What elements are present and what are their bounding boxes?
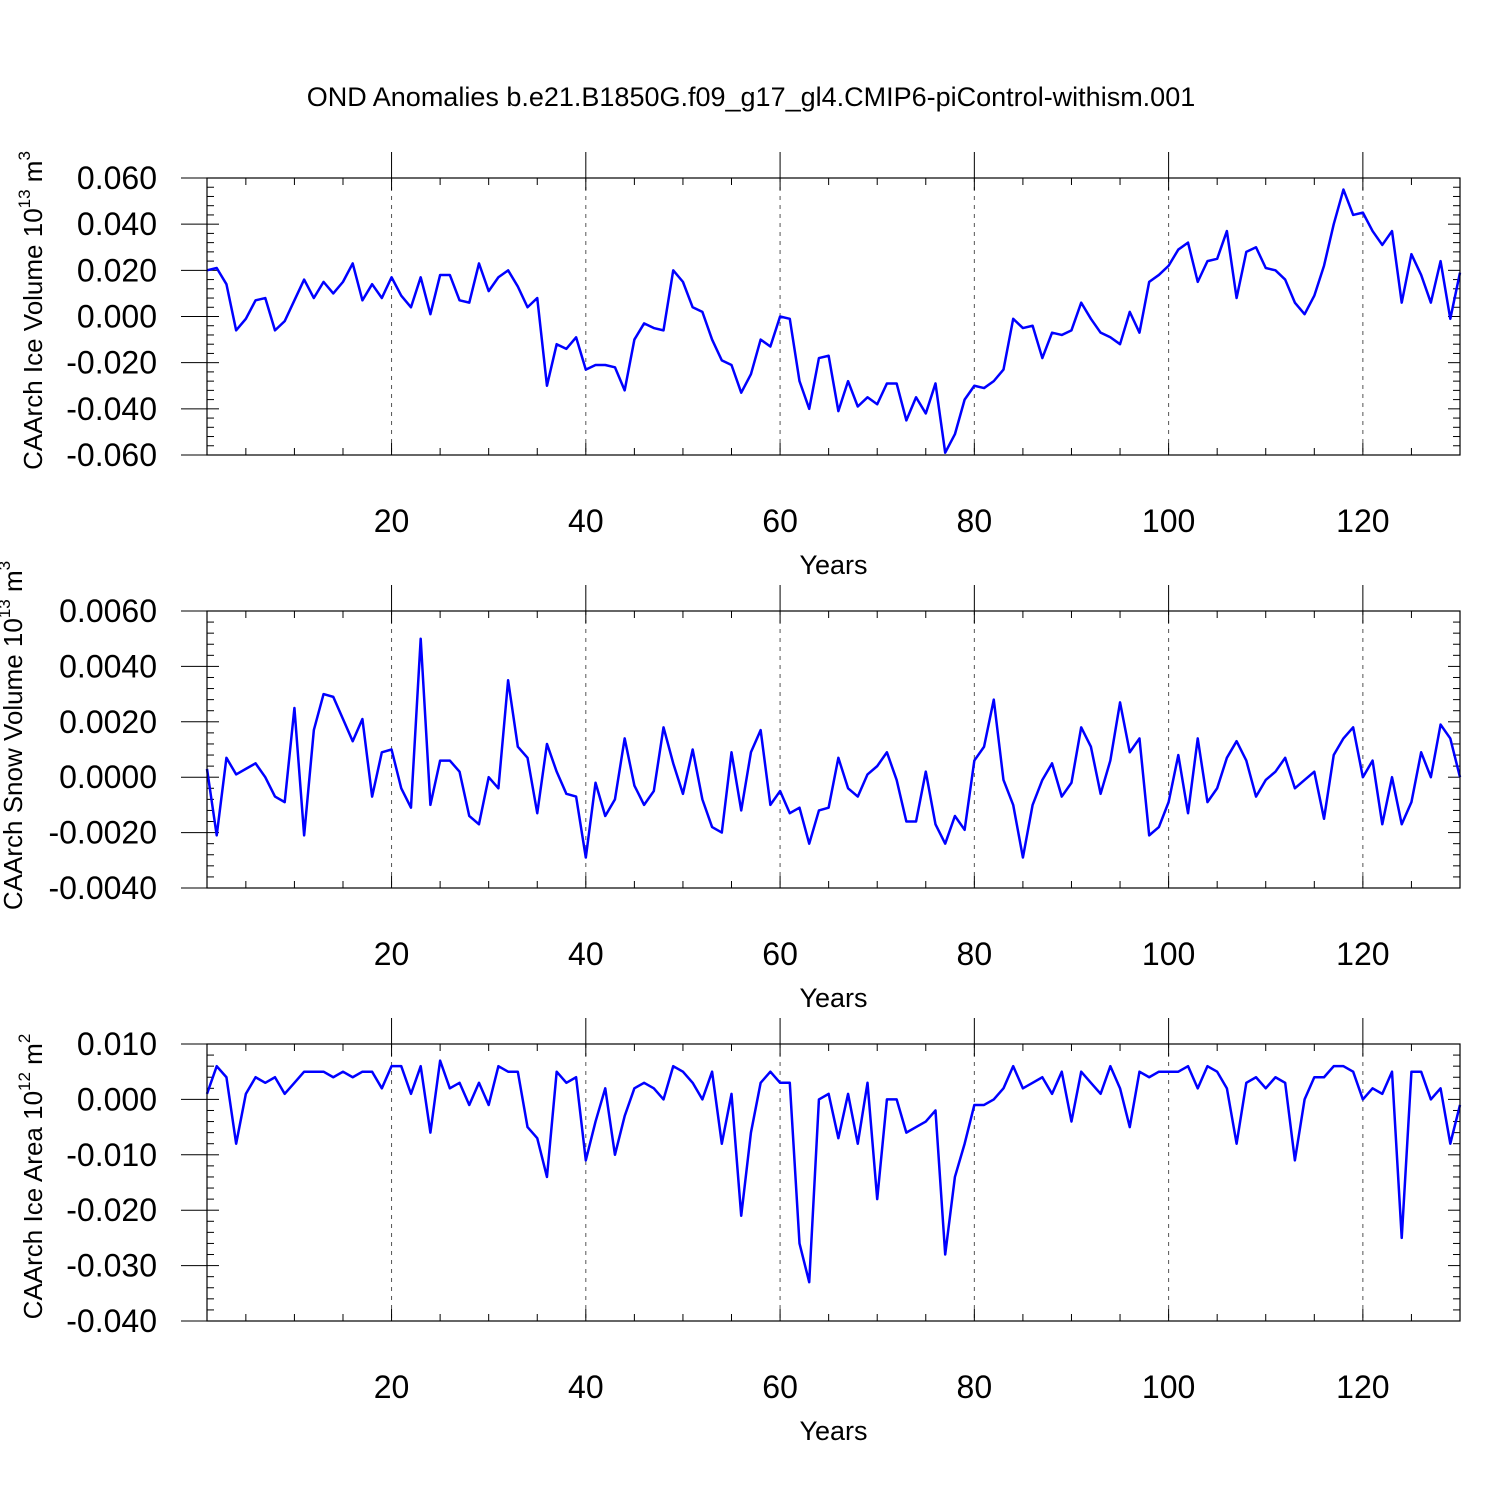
panel-2: -0.0040 -0.0020 0.0000 0.0020 0.0040 0.0060 20… (0, 561, 1462, 1013)
x-tick-label: 60 (762, 503, 798, 539)
x-tick-label: 100 (1142, 503, 1195, 539)
y-axis-label-exponent: 13 (0, 599, 14, 618)
x-axis-label: Years (799, 983, 867, 1013)
y-axis-label-unit-exponent: 3 (15, 151, 34, 160)
y-axis-label-text: CAArch Snow Volume 10 (0, 618, 28, 910)
y-tick-label: 0.0040 (59, 648, 157, 684)
y-tick-label: -0.030 (66, 1248, 157, 1284)
series-line (205, 637, 1462, 859)
x-axis-label: Years (799, 550, 867, 580)
y-tick-label: 0.0060 (59, 593, 157, 629)
y-tick-label: 0.040 (77, 206, 157, 242)
y-axis-label: CAArch Ice Area 1012 m2 (15, 1034, 48, 1320)
x-axis-label: Years (799, 1416, 867, 1446)
y-axis-label-unit-exponent: 2 (15, 1034, 34, 1043)
y-tick-label: -0.060 (66, 437, 157, 473)
x-tick-label: 80 (957, 503, 993, 539)
y-tick-label: -0.0040 (48, 870, 157, 906)
y-tick-label: -0.040 (66, 391, 157, 427)
y-tick-label: -0.040 (66, 1303, 157, 1339)
x-tick-label: 40 (568, 1369, 604, 1405)
y-axis-label-unit: m (0, 570, 28, 599)
x-tick-label: 80 (957, 1369, 993, 1405)
x-tick-label: 60 (762, 936, 798, 972)
x-tick-label: 20 (374, 503, 410, 539)
x-tick-label: 40 (568, 936, 604, 972)
y-tick-label: 0.0000 (59, 759, 157, 795)
x-tick-label: 40 (568, 503, 604, 539)
y-tick-label: -0.020 (66, 345, 157, 381)
y-axis-label-text: CAArch Ice Volume 10 (18, 208, 48, 470)
y-axis-label: CAArch Ice Volume 1013 m3 (15, 151, 48, 470)
y-tick-label: -0.010 (66, 1137, 157, 1173)
y-axis-label-exponent: 13 (15, 189, 34, 208)
y-axis-label-unit-exponent: 3 (0, 561, 14, 570)
y-tick-label: 0.060 (77, 160, 157, 196)
y-tick-label: 0.000 (77, 1081, 157, 1117)
x-tick-label: 20 (374, 1369, 410, 1405)
panel-1: -0.060 -0.040 -0.020 0.000 0.020 0.040 0.060 20… (15, 151, 1462, 580)
panel-3: -0.040 -0.030 -0.020 -0.010 0.000 0.010 20 40 60… (15, 1018, 1462, 1446)
figure-title: OND Anomalies b.e21.B1850G.f09_g17_gl4.C… (307, 82, 1195, 112)
x-tick-label: 120 (1336, 1369, 1389, 1405)
plot-frame (206, 177, 1461, 456)
y-axis-label: CAArch Snow Volume 1013 m3 (0, 561, 28, 910)
x-tick-label: 120 (1336, 503, 1389, 539)
y-tick-label: -0.0020 (48, 815, 157, 851)
y-tick-label: 0.010 (77, 1026, 157, 1062)
series-line (205, 1059, 1462, 1284)
x-tick-label: 60 (762, 1369, 798, 1405)
x-tick-label: 100 (1142, 936, 1195, 972)
plot-frame (206, 610, 1461, 889)
y-axis-label-unit: m (18, 1043, 48, 1072)
panels: -0.060-0.040-0.0200.0000.0200.0400.06020… (0, 151, 1462, 1446)
y-axis-label-exponent: 12 (15, 1072, 34, 1091)
x-tick-label: 20 (374, 936, 410, 972)
x-tick-label: 120 (1336, 936, 1389, 972)
series-line (206, 188, 1462, 454)
y-tick-label: 0.020 (77, 252, 157, 288)
y-tick-label: 0.0020 (59, 704, 157, 740)
y-tick-label: 0.000 (77, 299, 157, 335)
y-tick-label: -0.020 (66, 1192, 157, 1228)
plot-frame (206, 1043, 1461, 1322)
x-tick-label: 100 (1142, 1369, 1195, 1405)
y-axis-label-text: CAArch Ice Area 10 (18, 1091, 48, 1319)
x-tick-label: 80 (957, 936, 993, 972)
y-axis-label-unit: m (18, 161, 48, 190)
